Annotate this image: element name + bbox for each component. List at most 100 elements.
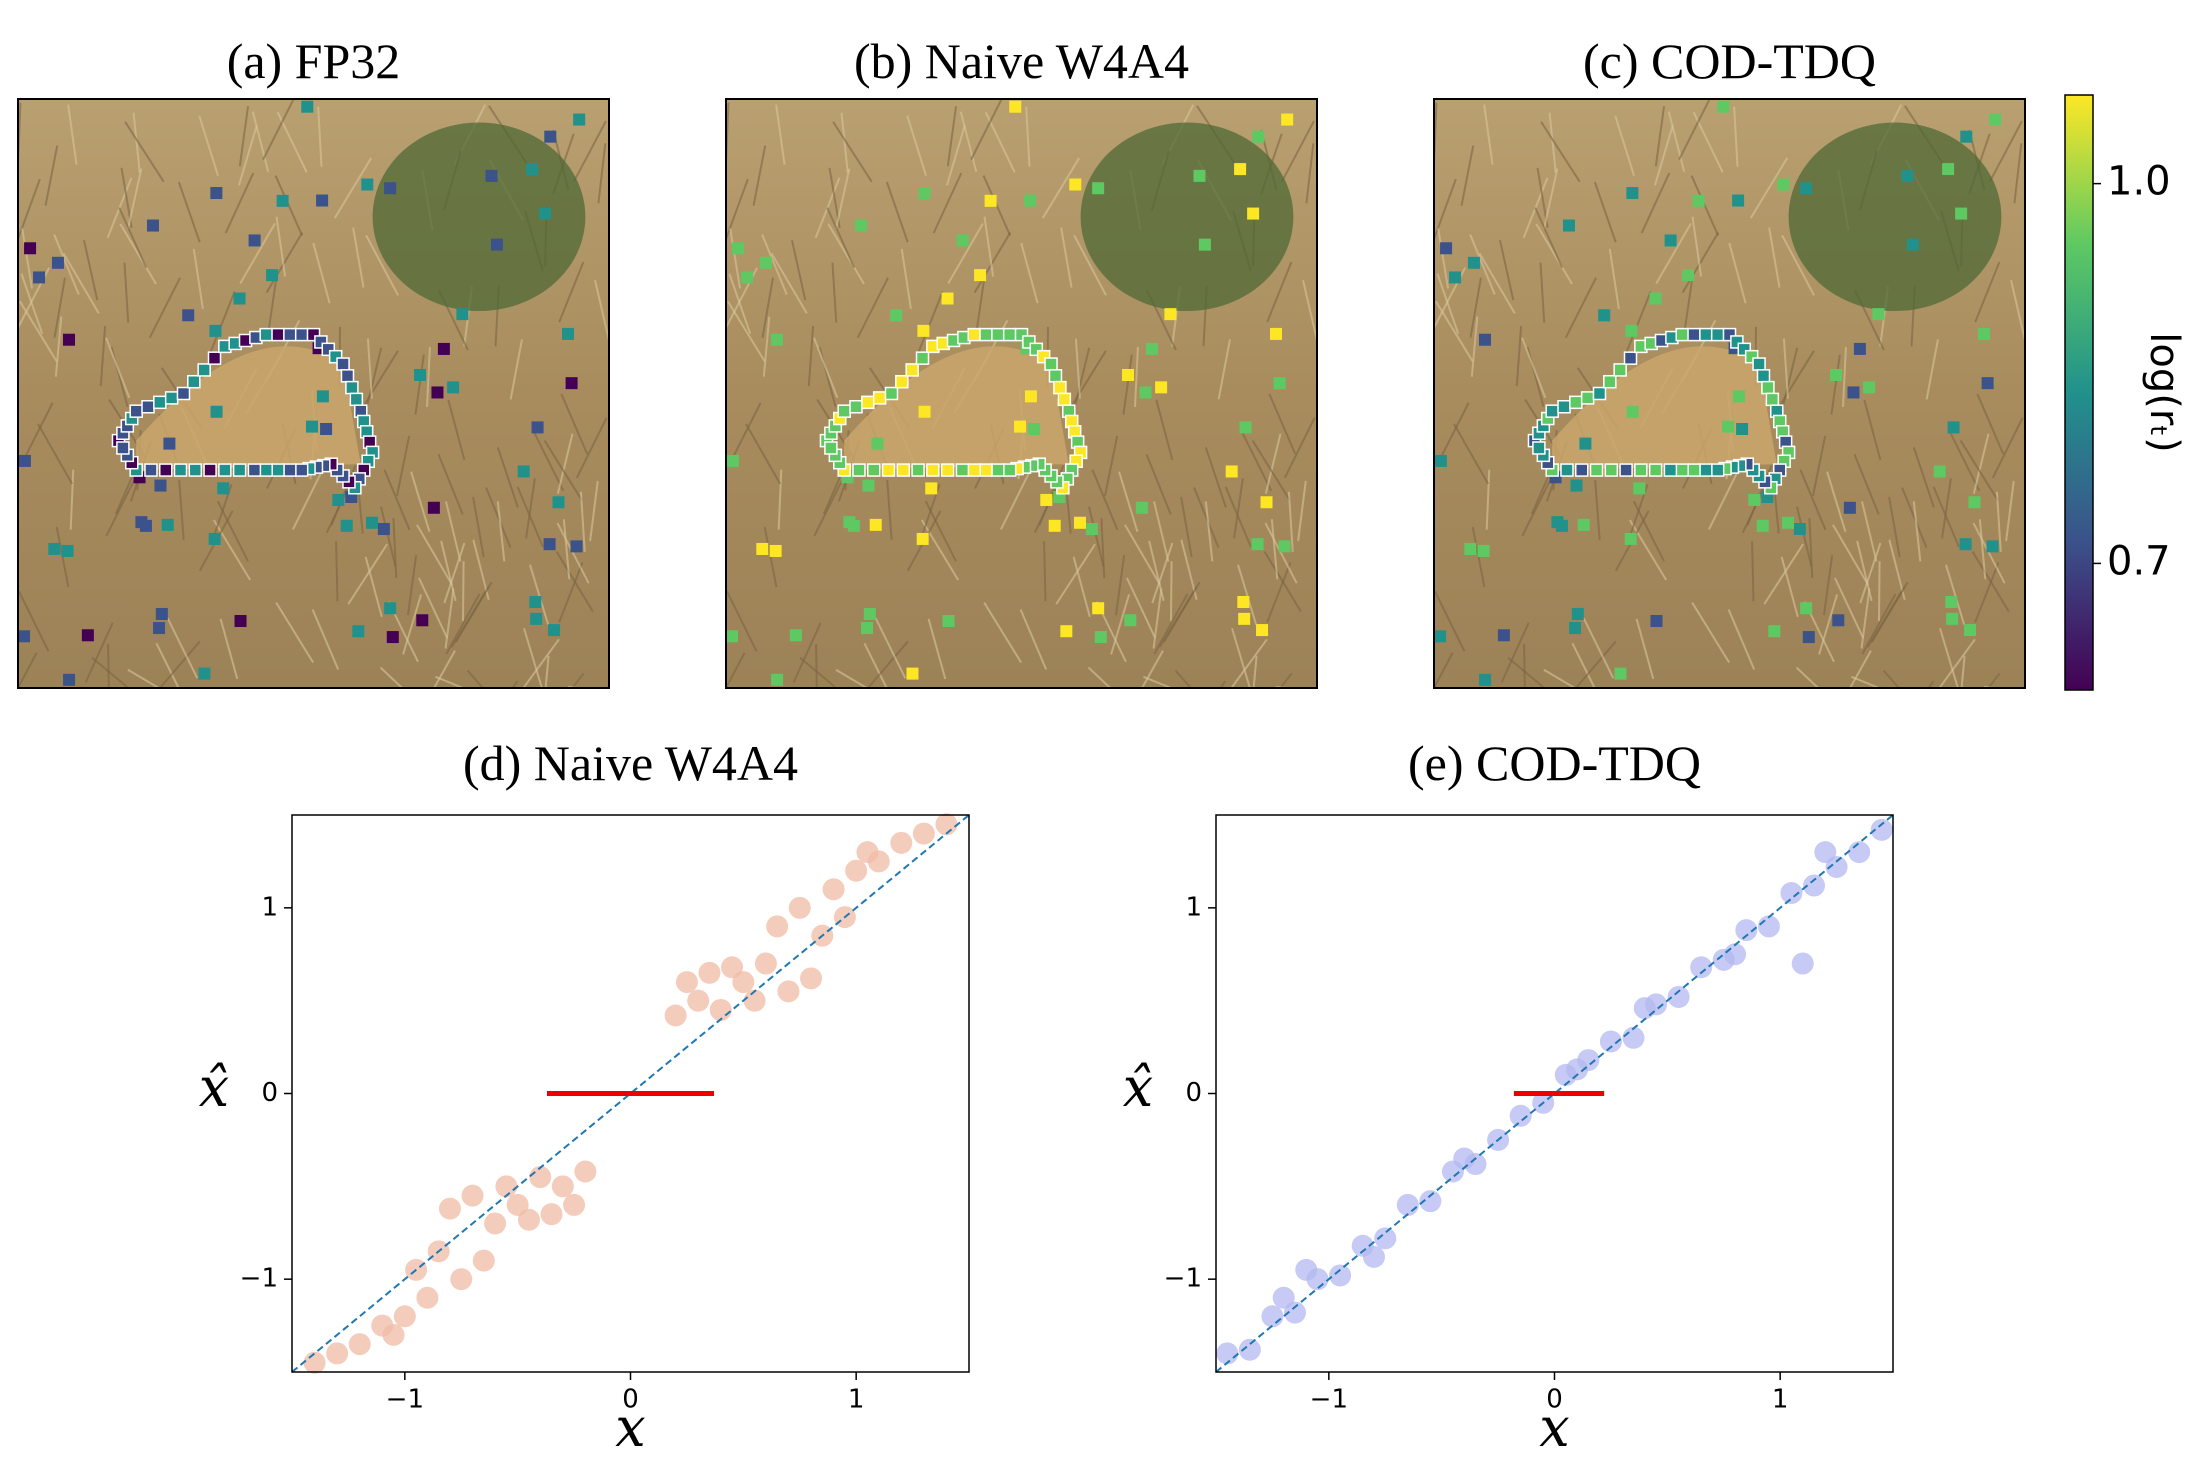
point [766, 915, 789, 938]
grass-stroke [466, 669, 484, 689]
grass-stroke [1153, 593, 1189, 655]
y-tick-label: 1 [1185, 892, 1202, 922]
grass-stroke [1860, 588, 1871, 649]
token-patch [769, 544, 782, 557]
token-patch [1579, 437, 1592, 450]
token-patch [539, 207, 552, 220]
grass-stroke [1469, 234, 1496, 295]
grass-stroke [1041, 157, 1081, 219]
token-patch [1145, 342, 1158, 355]
token-patch [1649, 292, 1662, 305]
token-patch [1040, 493, 1053, 506]
grass-stroke [982, 175, 1012, 236]
token-patch [726, 630, 739, 643]
panel-title: (a) FP32 [227, 33, 401, 89]
token-patch [526, 163, 539, 176]
token-patch [1085, 523, 1098, 536]
grass-stroke [148, 277, 181, 339]
point [495, 1175, 518, 1198]
token-patch [530, 612, 543, 625]
contour-patch [837, 404, 851, 418]
contour-patch [881, 463, 896, 477]
token-patch [942, 614, 955, 627]
token-patch [1571, 607, 1584, 620]
contour-patch [203, 463, 217, 477]
token-patch [1832, 614, 1845, 627]
grass-stroke [885, 181, 909, 243]
token-patch [741, 271, 754, 284]
point [1272, 1286, 1295, 1309]
grass-stroke [532, 430, 565, 492]
token-patch [1252, 130, 1265, 143]
grass-stroke [1571, 642, 1596, 689]
grass-stroke [1230, 638, 1268, 689]
grass-stroke [445, 501, 462, 562]
grass-stroke [1938, 638, 1976, 689]
grass-stroke [410, 471, 431, 533]
token-patch [1440, 242, 1453, 255]
point [1791, 952, 1814, 975]
grass-stroke [1535, 223, 1573, 285]
point [348, 1333, 371, 1356]
contour-patch [1603, 374, 1617, 389]
contour-patch [915, 351, 930, 365]
chart-title: (d) Naive W4A4 [463, 735, 798, 791]
grass-stroke [1640, 172, 1671, 234]
grass-stroke [118, 207, 148, 269]
token-patch [1193, 169, 1206, 182]
point [461, 1184, 484, 1207]
point [1216, 1342, 1239, 1365]
token-patch [320, 422, 333, 435]
grass-stroke [763, 526, 778, 588]
grass-stroke [1507, 656, 1546, 689]
grass-stroke [729, 228, 742, 289]
contour-patch [247, 463, 262, 477]
token-patch [447, 381, 460, 394]
token-patch [1251, 538, 1264, 551]
contour-patch [283, 463, 297, 477]
contour-patch [1710, 327, 1725, 342]
colorbar [2064, 94, 2094, 691]
y-axis-label: x̂ [1123, 1056, 1153, 1119]
contour-patch [159, 463, 173, 477]
token-patch [210, 187, 223, 200]
grass-stroke [1460, 145, 1475, 206]
point [1329, 1264, 1352, 1287]
point [484, 1212, 507, 1235]
contour-patch [116, 441, 130, 455]
grass-stroke [178, 479, 185, 540]
grass-stroke [364, 556, 383, 618]
grass-stroke [1266, 562, 1292, 623]
token-patch [1614, 667, 1627, 680]
grass-stroke [1091, 469, 1119, 531]
y-tick-label: −1 [1164, 1264, 1202, 1294]
contour-patch [1761, 380, 1775, 395]
token-patch [352, 625, 365, 638]
grass-stroke [265, 232, 304, 294]
grass-stroke [726, 300, 766, 362]
contour-patch [1675, 327, 1689, 342]
x-axis-label: x [1539, 1396, 1569, 1459]
token-patch [1477, 544, 1490, 557]
point [1735, 919, 1758, 942]
panel-title: (b) Naive W4A4 [854, 33, 1189, 89]
grass-stroke [406, 554, 418, 616]
token-patch [316, 390, 329, 403]
grass-stroke [119, 223, 157, 285]
grass-stroke [1287, 491, 1294, 552]
panel-title: (c) COD-TDQ [1583, 33, 1876, 89]
token-patch [306, 420, 319, 433]
grass-stroke [1849, 650, 1872, 689]
point [450, 1268, 473, 1291]
grass-stroke [2005, 480, 2015, 542]
contour-patch [271, 463, 285, 477]
grass-stroke [177, 181, 201, 243]
grass-stroke [1978, 519, 1987, 580]
grass-stroke [1118, 471, 1139, 533]
grass-stroke [359, 350, 399, 412]
token-patch [759, 256, 772, 269]
token-patch [1906, 238, 1919, 251]
point [721, 956, 744, 979]
grass-stroke [1812, 435, 1827, 497]
grass-stroke [1263, 551, 1302, 613]
